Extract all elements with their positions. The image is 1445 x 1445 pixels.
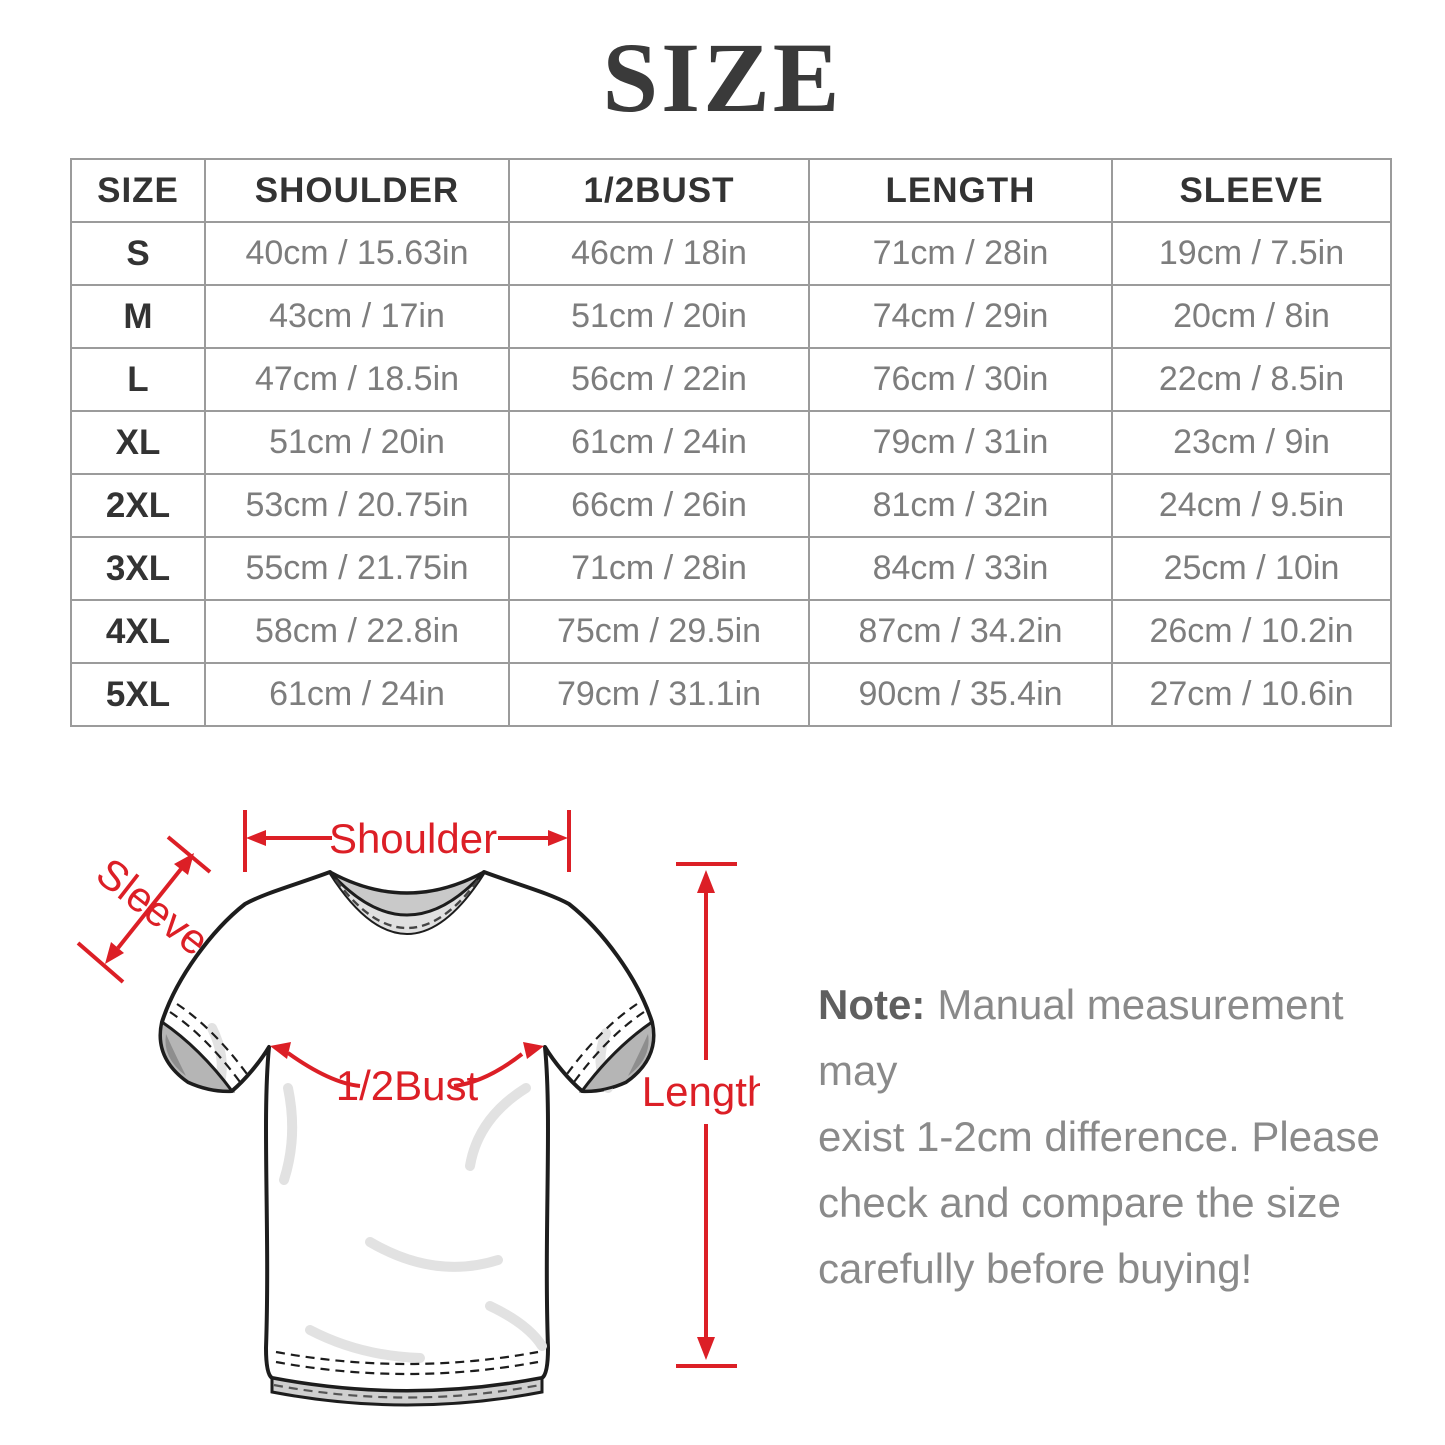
measure-cell: 25cm / 10in: [1111, 536, 1392, 601]
measure-cell: 24cm / 9.5in: [1111, 473, 1392, 538]
note-line: Note: Manual measurement may: [818, 972, 1384, 1104]
wrinkle-shading: [207, 1023, 613, 1363]
table-row-xl: XL 51cm / 20in 61cm / 24in 79cm / 31in 2…: [70, 410, 1392, 475]
size-cell: 3XL: [70, 536, 206, 601]
measure-cell: 51cm / 20in: [508, 284, 810, 349]
measure-cell: 19cm / 7.5in: [1111, 221, 1392, 286]
table-row-3xl: 3XL 55cm / 21.75in 71cm / 28in 84cm / 33…: [70, 536, 1392, 601]
table-row-2xl: 2XL 53cm / 20.75in 66cm / 26in 81cm / 32…: [70, 473, 1392, 538]
size-cell: 2XL: [70, 473, 206, 538]
note-prefix: Note:: [818, 981, 926, 1028]
measure-cell: 56cm / 22in: [508, 347, 810, 412]
measure-cell: 58cm / 22.8in: [204, 599, 510, 664]
note-line-text: Manual measurement may: [818, 981, 1344, 1094]
table-row-l: L 47cm / 18.5in 56cm / 22in 76cm / 30in …: [70, 347, 1392, 412]
left-cuff: [159, 1003, 248, 1093]
measure-cell: 61cm / 24in: [508, 410, 810, 475]
size-cell: S: [70, 221, 206, 286]
size-cell: L: [70, 347, 206, 412]
header-bust: 1/2BUST: [508, 158, 810, 223]
measure-cell: 53cm / 20.75in: [204, 473, 510, 538]
measure-cell: 43cm / 17in: [204, 284, 510, 349]
sleeve-arrow: [76, 835, 212, 984]
measure-cell: 66cm / 26in: [508, 473, 810, 538]
note-line: exist 1-2cm difference. Please: [818, 1113, 1380, 1160]
bust-arrow: [270, 1042, 544, 1088]
tshirt-outline: [158, 870, 656, 1407]
table-row-m: M 43cm / 17in 51cm / 20in 74cm / 29in 20…: [70, 284, 1392, 349]
header-length: LENGTH: [808, 158, 1113, 223]
measure-cell: 71cm / 28in: [508, 536, 810, 601]
shoulder-arrow: [243, 810, 571, 872]
measure-cell: 47cm / 18.5in: [204, 347, 510, 412]
measure-cell: 76cm / 30in: [808, 347, 1113, 412]
hem: [270, 1350, 544, 1407]
header-size: SIZE: [70, 158, 206, 223]
measure-cell: 26cm / 10.2in: [1111, 599, 1392, 664]
measure-cell: 46cm / 18in: [508, 221, 810, 286]
header-shoulder: SHOULDER: [204, 158, 510, 223]
table-header-row: SIZE SHOULDER 1/2BUST LENGTH SLEEVE: [70, 158, 1392, 223]
table-row-s: S 40cm / 15.63in 46cm / 18in 71cm / 28in…: [70, 221, 1392, 286]
measure-cell: 22cm / 8.5in: [1111, 347, 1392, 412]
bust-label: 1/2Bust: [336, 1062, 479, 1109]
measure-cell: 90cm / 35.4in: [808, 662, 1113, 727]
note-line: carefully before buying!: [818, 1245, 1253, 1292]
sleeve-label: Sleeve: [88, 849, 218, 965]
shoulder-label: Shoulder: [329, 815, 497, 862]
size-cell: 5XL: [70, 662, 206, 727]
measure-cell: 61cm / 24in: [204, 662, 510, 727]
measure-cell: 79cm / 31.1in: [508, 662, 810, 727]
measure-cell: 40cm / 15.63in: [204, 221, 510, 286]
size-cell: M: [70, 284, 206, 349]
measure-cell: 23cm / 9in: [1111, 410, 1392, 475]
measurement-annotations: [76, 810, 737, 1368]
measure-cell: 55cm / 21.75in: [204, 536, 510, 601]
size-cell: 4XL: [70, 599, 206, 664]
measure-cell: 51cm / 20in: [204, 410, 510, 475]
header-sleeve: SLEEVE: [1111, 158, 1392, 223]
size-table: SIZE SHOULDER 1/2BUST LENGTH SLEEVE S 40…: [70, 158, 1392, 727]
measure-cell: 27cm / 10.6in: [1111, 662, 1392, 727]
page-title: SIZE: [602, 22, 843, 133]
note-text: Note: Manual measurement may exist 1-2cm …: [818, 972, 1384, 1302]
length-arrow: [676, 862, 737, 1368]
table-row-4xl: 4XL 58cm / 22.8in 75cm / 29.5in 87cm / 3…: [70, 599, 1392, 664]
measure-cell: 71cm / 28in: [808, 221, 1113, 286]
measure-cell: 87cm / 34.2in: [808, 599, 1113, 664]
measure-cell: 81cm / 32in: [808, 473, 1113, 538]
measure-cell: 84cm / 33in: [808, 536, 1113, 601]
measure-cell: 20cm / 8in: [1111, 284, 1392, 349]
length-label: Length: [642, 1068, 760, 1115]
collar: [328, 870, 486, 933]
note-line: check and compare the size: [818, 1179, 1341, 1226]
measure-cell: 79cm / 31in: [808, 410, 1113, 475]
measure-cell: 74cm / 29in: [808, 284, 1113, 349]
table-row-5xl: 5XL 61cm / 24in 79cm / 31.1in 90cm / 35.…: [70, 662, 1392, 727]
right-cuff: [566, 1003, 655, 1093]
measure-cell: 75cm / 29.5in: [508, 599, 810, 664]
size-cell: XL: [70, 410, 206, 475]
tshirt-measurement-diagram: Shoulder Sleeve 1/2Bust Length: [76, 810, 760, 1407]
